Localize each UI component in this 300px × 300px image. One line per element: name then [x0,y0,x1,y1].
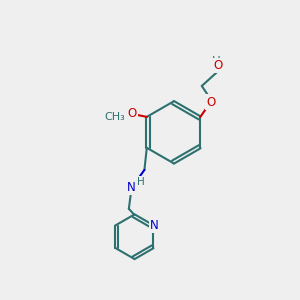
Text: CH₃: CH₃ [104,112,125,122]
Text: H: H [137,177,145,187]
Text: O: O [128,107,137,120]
Text: O: O [206,96,215,109]
Text: N: N [127,181,136,194]
Text: N: N [150,219,158,232]
Text: O: O [213,59,223,72]
Text: H: H [212,55,220,68]
